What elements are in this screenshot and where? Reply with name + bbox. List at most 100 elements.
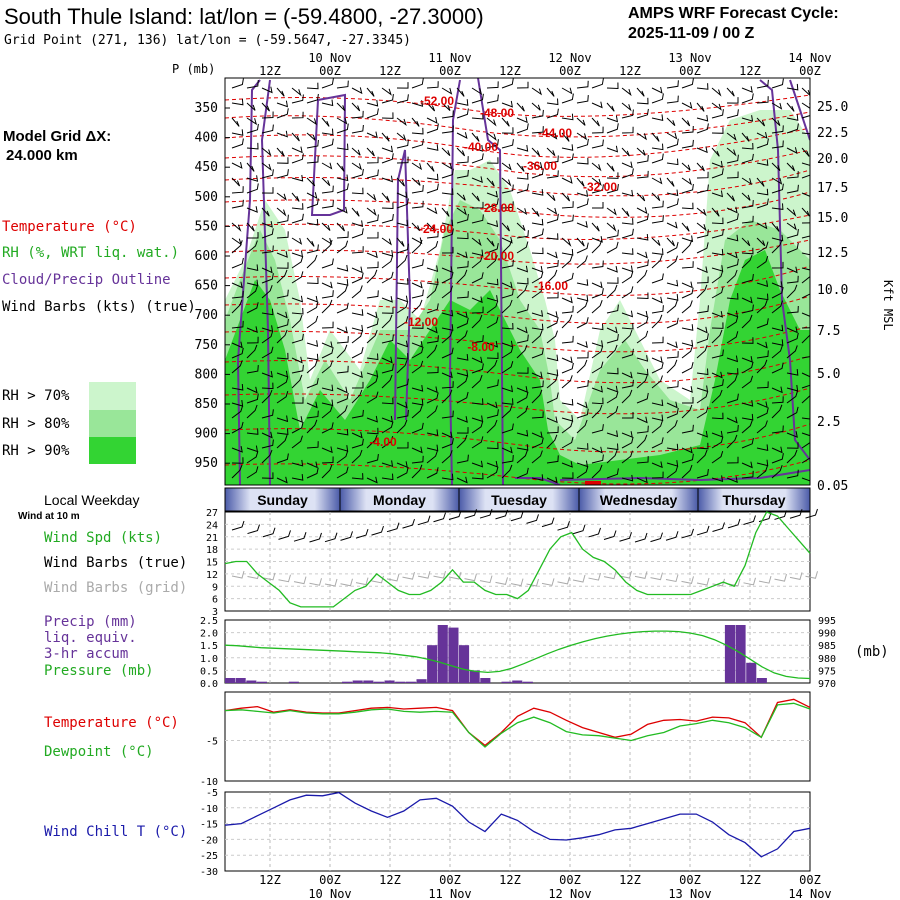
wind-barb [666, 465, 679, 479]
wind-barb [696, 469, 709, 479]
wind-barb [681, 404, 693, 419]
wind-barb [711, 109, 724, 119]
wind-barb [231, 186, 244, 194]
wind-barb-grid [557, 576, 570, 585]
wind-barb [726, 456, 739, 464]
wind-barb [786, 222, 797, 231]
wind-barb [426, 284, 438, 299]
pressure-tick: 500 [195, 190, 218, 205]
wind-barb [471, 363, 484, 374]
wind-barb [741, 375, 754, 389]
pressure-tick: 350 [195, 101, 218, 116]
wind-barb [306, 192, 318, 200]
wind-barb [711, 168, 724, 179]
wind-barb [786, 390, 799, 404]
wind-barb [786, 207, 797, 217]
wind-barb [666, 407, 679, 419]
wind-barb [696, 83, 709, 90]
wind-barb [516, 207, 528, 216]
wind-barb [306, 244, 319, 254]
wind-barb [276, 157, 289, 164]
wind-barb [366, 214, 379, 224]
wind-barb [576, 341, 588, 349]
wind-barb [381, 153, 394, 164]
wind-barb [561, 201, 574, 209]
wind-barb [261, 124, 274, 134]
wind-barb-true [665, 531, 679, 541]
wind-barb [321, 78, 334, 89]
wind-barb [246, 183, 259, 194]
wind-barb [396, 301, 409, 314]
wind-barb [726, 416, 738, 424]
precip-ytick: 2.0 [200, 629, 218, 640]
wind-barb [756, 293, 769, 301]
wind-barb [246, 80, 259, 89]
wind-barb [291, 111, 304, 119]
wind-ytick: 3 [212, 607, 218, 618]
wind-barb [516, 81, 529, 89]
wind-barb [771, 286, 784, 299]
pressure-tick: 900 [195, 427, 218, 442]
wind-barb [771, 203, 784, 210]
wind-barb [681, 324, 694, 331]
wind-barb [606, 326, 618, 334]
wind-barb [621, 371, 633, 379]
wind-barb [351, 438, 364, 449]
wind-barb [426, 144, 439, 151]
wind-barb [756, 465, 768, 479]
wind-barb [426, 429, 439, 437]
wind-barb [381, 397, 394, 405]
wind-barb [486, 460, 498, 468]
wind-barb [501, 446, 513, 454]
wind-barb-grid [805, 571, 818, 579]
wind-barb [336, 102, 346, 112]
wind-barb [801, 115, 810, 119]
wind-barb [486, 278, 499, 286]
wind-barb [801, 147, 810, 157]
wind-barb [501, 236, 513, 244]
wind-barb [456, 147, 466, 157]
wind-barb [531, 247, 544, 255]
wind-barb [786, 442, 799, 449]
wind-barb [531, 380, 544, 389]
wind-barb [606, 222, 617, 232]
wind-barb [321, 138, 334, 149]
wind-barb [276, 289, 289, 299]
top-tick-label: 00Z [559, 64, 581, 78]
wind-barb [426, 222, 436, 232]
wind-barbs-true-label: Wind Barbs (true) [44, 555, 187, 571]
wind-barb [561, 420, 574, 434]
wind-barb [411, 455, 424, 464]
wind-barb [351, 220, 364, 228]
wind-barb [591, 446, 603, 454]
pressure-ytick: 985 [818, 641, 836, 652]
wind-barb [441, 473, 454, 481]
wind-barb [246, 302, 259, 314]
wind-barb [711, 102, 722, 111]
wind-barb [306, 277, 319, 285]
wind-barb [681, 424, 694, 434]
wind-barb [681, 117, 691, 127]
wind-barb [246, 240, 258, 254]
temp-ytick: -5 [206, 737, 218, 748]
wind-barb [336, 183, 349, 194]
wind-barb [456, 311, 468, 319]
wind-barb [291, 364, 304, 374]
pressure-tick: 600 [195, 249, 218, 264]
precip-bar [416, 679, 427, 683]
wind-barb [321, 200, 334, 209]
wind-barb [741, 337, 754, 344]
wind-barb [231, 421, 244, 434]
pressure-line [224, 630, 811, 680]
pressure-tick: 850 [195, 397, 218, 412]
wind-barb [666, 117, 676, 127]
wind-barb [696, 123, 709, 134]
wind-barb [381, 94, 394, 104]
wind-barb [696, 266, 708, 274]
wind-barb [291, 87, 302, 97]
wind-barb [756, 131, 768, 139]
wind-barb [396, 359, 408, 374]
wind-barb [291, 271, 304, 284]
wind-barb [456, 330, 468, 344]
windchill-line [224, 791, 811, 858]
